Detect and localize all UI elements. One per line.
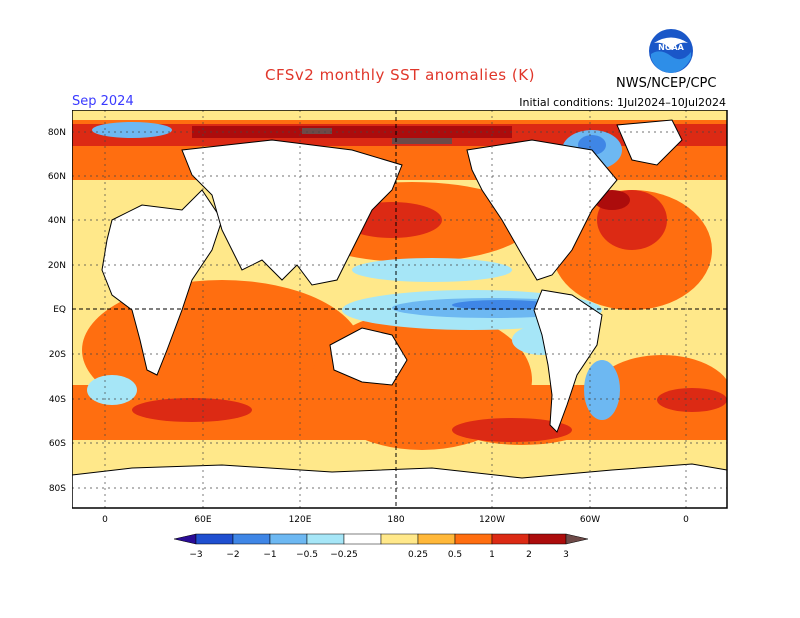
lat-grid [72, 131, 727, 489]
lat-label: 40N [48, 216, 66, 226]
colorbar-tick-label: −0.5 [296, 550, 318, 560]
colorbar-tick-label: 2 [526, 550, 532, 560]
lon-label: 120E [289, 515, 312, 525]
longitude-axis: 0 60E 120E 180 120W 60W 0 [102, 515, 689, 525]
colorbar-swatch [269, 533, 308, 545]
colorbar-swatch [491, 533, 530, 545]
colorbar-swatches [174, 533, 589, 545]
colorbar: −3 −2 −1 −0.5 −0.25 0.25 0.5 1 2 3 [174, 533, 589, 560]
africa-europe-landmass [101, 189, 223, 376]
lat-label: 60N [48, 172, 66, 182]
australia-landmass [329, 327, 408, 386]
lat-label: 80N [48, 128, 66, 138]
peak-warm-shading [302, 128, 452, 144]
antarctica-landmass [72, 463, 727, 508]
continents [72, 119, 727, 508]
colorbar-tick-label: −2 [226, 550, 239, 560]
lon-label: 0 [683, 515, 689, 525]
lat-label: EQ [53, 305, 66, 315]
lat-label: 80S [49, 484, 66, 494]
map-frame [72, 110, 728, 509]
south-america-landmass [533, 289, 603, 433]
colorbar-tick-label: 0.5 [448, 550, 462, 560]
lat-label: 20N [48, 261, 66, 271]
colorbar-ticks: −3 −2 −1 −0.5 −0.25 0.25 0.5 1 2 3 [189, 550, 569, 560]
agency-label: NWS/NCEP/CPC [616, 76, 717, 91]
colorbar-swatch [380, 533, 419, 545]
colorbar-swatch [306, 533, 345, 545]
asia-landmass [181, 139, 403, 286]
initial-conditions: Initial conditions: 1Jul2024–10Jul2024 [519, 96, 726, 109]
colorbar-tick-label: 0.25 [408, 550, 428, 560]
colorbar-tick-label: −0.25 [330, 550, 358, 560]
colorbar-swatch [174, 533, 197, 545]
colorbar-swatch [528, 533, 567, 545]
greenland-landmass [616, 119, 683, 166]
lon-label: 120W [479, 515, 505, 525]
forecast-month: Sep 2024 [72, 94, 134, 109]
sst-anomaly-map [72, 110, 728, 509]
lon-label: 0 [102, 515, 108, 525]
lon-label: 180 [387, 515, 404, 525]
colorbar-tick-label: −3 [189, 550, 202, 560]
colorbar-swatch [417, 533, 456, 545]
lat-label: 20S [49, 350, 66, 360]
colorbar-swatch [195, 533, 234, 545]
lon-label: 60E [194, 515, 211, 525]
noaa-logo: NOAA [649, 29, 693, 73]
lat-label: 40S [49, 395, 66, 405]
colorbar-swatch [232, 533, 271, 545]
colorbar-tick-label: −1 [263, 550, 276, 560]
colorbar-tick-label: 1 [489, 550, 495, 560]
colorbar-swatch [565, 533, 589, 545]
colorbar-tick-label: 3 [563, 550, 569, 560]
chart-title: CFSv2 monthly SST anomalies (K) [265, 66, 535, 84]
north-america-landmass [466, 139, 618, 281]
logo-text: NOAA [658, 43, 684, 52]
colorbar-swatch [454, 533, 493, 545]
latitude-axis: 80N 60N 40N 20N EQ 20S 40S 60S 80S [48, 128, 66, 494]
lat-label: 60S [49, 439, 66, 449]
lon-label: 60W [580, 515, 600, 525]
colorbar-swatch [343, 533, 382, 545]
